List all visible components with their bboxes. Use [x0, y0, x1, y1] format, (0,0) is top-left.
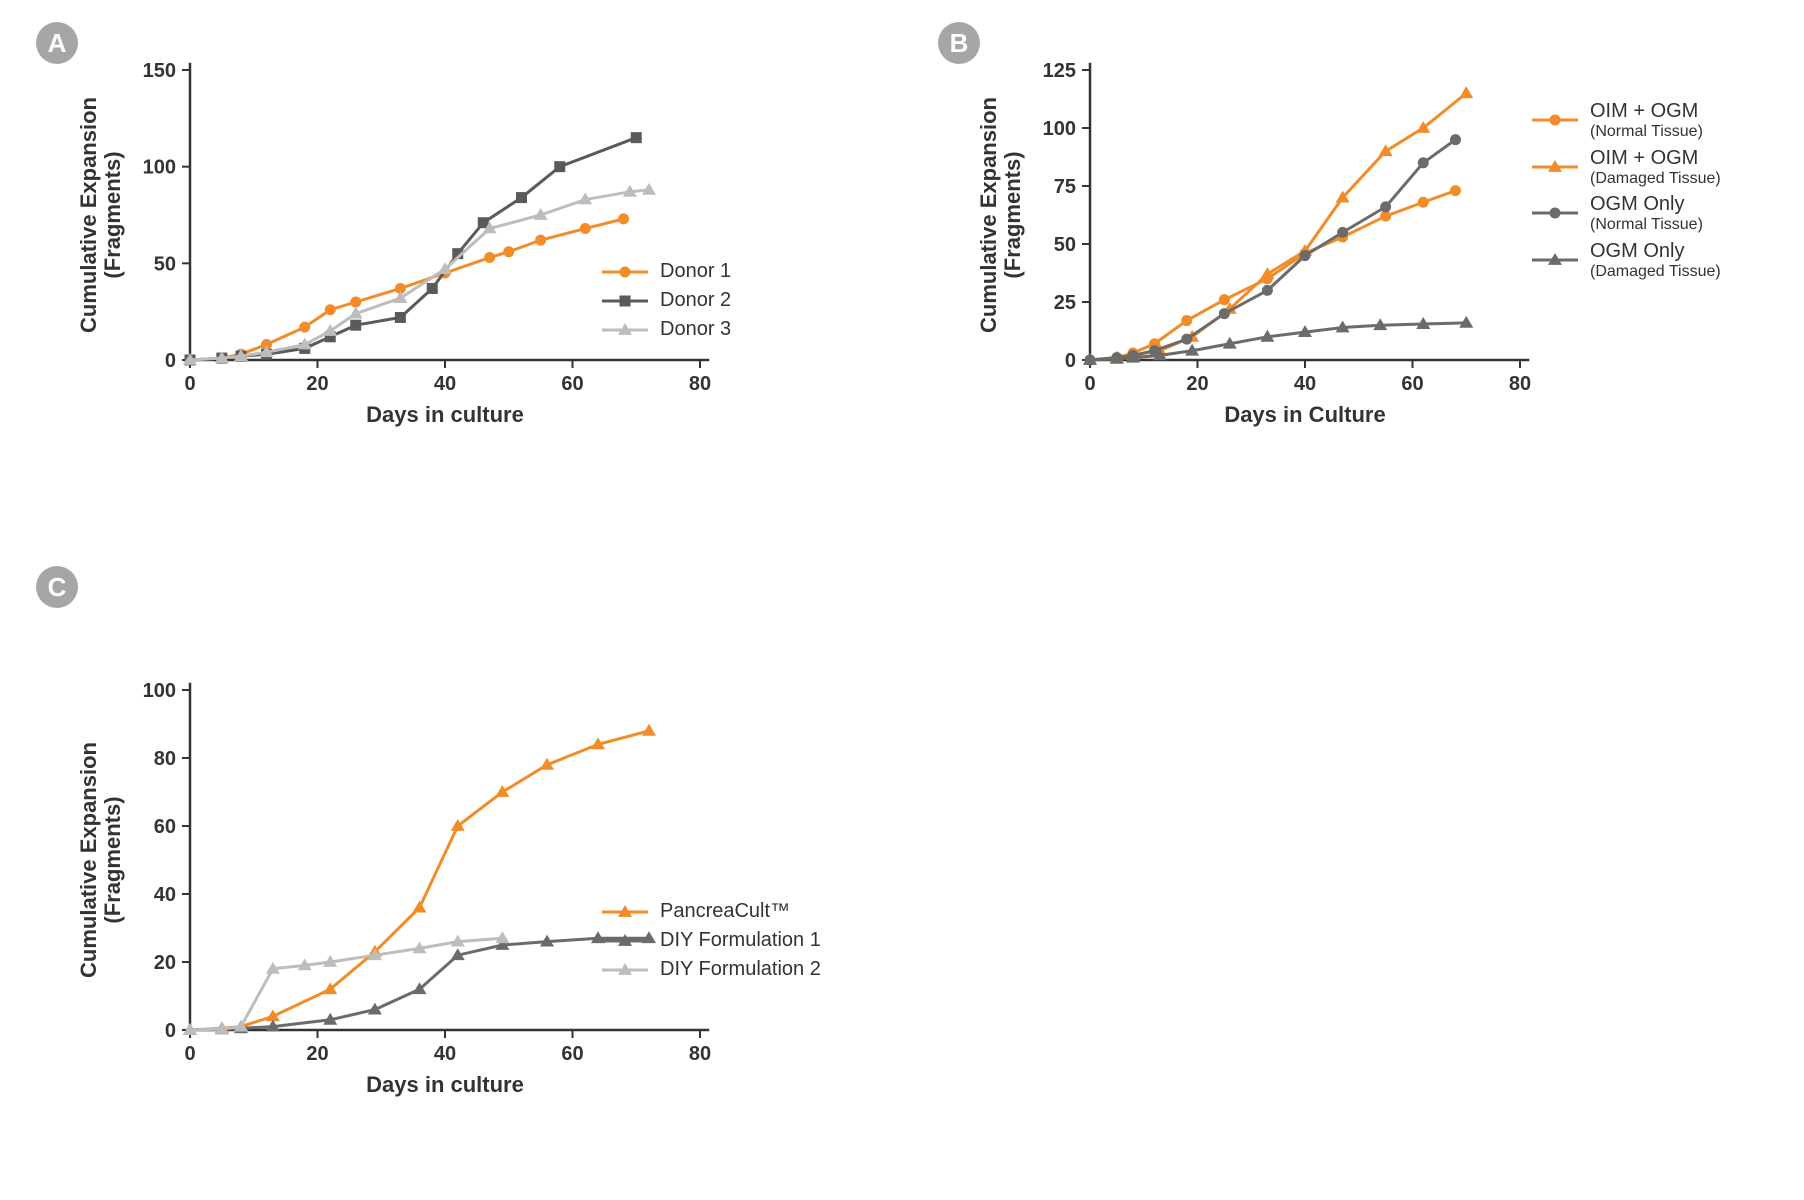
legend-c: PancreaCult™ DIY Formulation 1 DIY Formula… — [600, 900, 821, 987]
legend-item: DIY Formulation 2 — [600, 958, 821, 981]
legend-swatch — [600, 959, 650, 981]
svg-text:Days in Culture: Days in Culture — [1224, 402, 1385, 427]
chart-b: 0 25 50 75 100 125 0 20 40 60 80 Days in Culture Cum… — [980, 60, 1540, 440]
svg-text:0: 0 — [165, 1020, 176, 1042]
svg-text:80: 80 — [1509, 373, 1531, 395]
svg-text:40: 40 — [434, 373, 456, 395]
svg-text:100: 100 — [1043, 118, 1076, 140]
svg-text:100: 100 — [143, 157, 176, 179]
chart-b-svg: 0 25 50 75 100 125 0 20 40 60 80 Days in Culture Cum… — [980, 60, 1540, 440]
legend-label: Donor 1 — [660, 260, 731, 283]
panel-badge-c-label: C — [48, 572, 67, 603]
svg-text:Days in culture: Days in culture — [366, 402, 524, 427]
legend-label: DIY Formulation 2 — [660, 958, 821, 981]
legend-label: OIM + OGM(Damaged Tissue) — [1590, 147, 1721, 188]
svg-text:0: 0 — [184, 1043, 195, 1065]
legend-label: OIM + OGM(Normal Tissue) — [1590, 100, 1703, 141]
svg-text:40: 40 — [434, 1043, 456, 1065]
svg-text:0: 0 — [1065, 350, 1076, 372]
chart-a-svg: 0 50 100 150 0 20 40 60 80 Days in culture Cumulat… — [80, 60, 720, 440]
svg-text:60: 60 — [1401, 373, 1423, 395]
legend-swatch — [1530, 109, 1580, 131]
panel-badge-b: B — [938, 22, 980, 64]
legend-swatch — [600, 319, 650, 341]
legend-label: PancreaCult™ — [660, 900, 790, 923]
svg-text:100: 100 — [143, 680, 176, 702]
legend-item: OIM + OGM(Normal Tissue) — [1530, 100, 1721, 141]
svg-text:80: 80 — [689, 373, 711, 395]
svg-text:20: 20 — [1186, 373, 1208, 395]
legend-label: OGM Only(Damaged Tissue) — [1590, 240, 1721, 281]
legend-label: OGM Only(Normal Tissue) — [1590, 193, 1703, 234]
svg-text:Days in culture: Days in culture — [366, 1072, 524, 1097]
legend-item: Donor 3 — [600, 318, 731, 341]
svg-text:0: 0 — [184, 373, 195, 395]
legend-swatch — [600, 261, 650, 283]
chart-c: 0 20 40 60 80 100 0 20 40 60 80 Days in culture Cumu… — [80, 680, 720, 1110]
legend-swatch — [600, 930, 650, 952]
legend-item: OIM + OGM(Damaged Tissue) — [1530, 147, 1721, 188]
svg-text:40: 40 — [154, 884, 176, 906]
svg-text:40: 40 — [1294, 373, 1316, 395]
svg-text:0: 0 — [1084, 373, 1095, 395]
svg-text:60: 60 — [561, 373, 583, 395]
legend-label: DIY Formulation 1 — [660, 929, 821, 952]
legend-swatch — [1530, 202, 1580, 224]
legend-item: Donor 2 — [600, 289, 731, 312]
legend-label: Donor 2 — [660, 289, 731, 312]
panel-badge-a: A — [36, 22, 78, 64]
legend-b: OIM + OGM(Normal Tissue) OIM + OGM(Damage… — [1530, 100, 1721, 286]
legend-item: OGM Only(Normal Tissue) — [1530, 193, 1721, 234]
svg-text:50: 50 — [154, 253, 176, 275]
svg-text:60: 60 — [561, 1043, 583, 1065]
panel-badge-a-label: A — [48, 28, 67, 59]
legend-item: OGM Only(Damaged Tissue) — [1530, 240, 1721, 281]
legend-a: Donor 1 Donor 2 Donor 3 — [600, 260, 731, 347]
panel-badge-c: C — [36, 566, 78, 608]
legend-swatch — [600, 290, 650, 312]
legend-swatch — [1530, 156, 1580, 178]
svg-text:80: 80 — [689, 1043, 711, 1065]
svg-text:80: 80 — [154, 748, 176, 770]
legend-item: Donor 1 — [600, 260, 731, 283]
figure-page: A 0 50 100 150 0 20 40 60 80 Days in culture Cumul… — [0, 0, 1804, 1200]
svg-text:20: 20 — [154, 952, 176, 974]
svg-text:0: 0 — [165, 350, 176, 372]
svg-text:75: 75 — [1054, 176, 1076, 198]
svg-text:20: 20 — [306, 373, 328, 395]
svg-text:50: 50 — [1054, 234, 1076, 256]
svg-text:Cumulative Expansion(Fragments: Cumulative Expansion(Fragments) — [980, 97, 1025, 333]
legend-item: PancreaCult™ — [600, 900, 821, 923]
svg-text:150: 150 — [143, 60, 176, 82]
chart-a: 0 50 100 150 0 20 40 60 80 Days in culture Cumulat… — [80, 60, 720, 440]
svg-text:Cumulative Expansion(Fragments: Cumulative Expansion(Fragments) — [80, 742, 125, 978]
svg-text:125: 125 — [1043, 60, 1076, 82]
svg-text:20: 20 — [306, 1043, 328, 1065]
legend-swatch — [1530, 249, 1580, 271]
legend-swatch — [600, 901, 650, 923]
panel-badge-b-label: B — [950, 28, 969, 59]
legend-item: DIY Formulation 1 — [600, 929, 821, 952]
legend-label: Donor 3 — [660, 318, 731, 341]
svg-text:25: 25 — [1054, 292, 1076, 314]
svg-text:60: 60 — [154, 816, 176, 838]
chart-c-svg: 0 20 40 60 80 100 0 20 40 60 80 Days in culture Cumu… — [80, 680, 720, 1110]
svg-text:Cumulative Expansion(Fragments: Cumulative Expansion(Fragments) — [80, 97, 125, 333]
